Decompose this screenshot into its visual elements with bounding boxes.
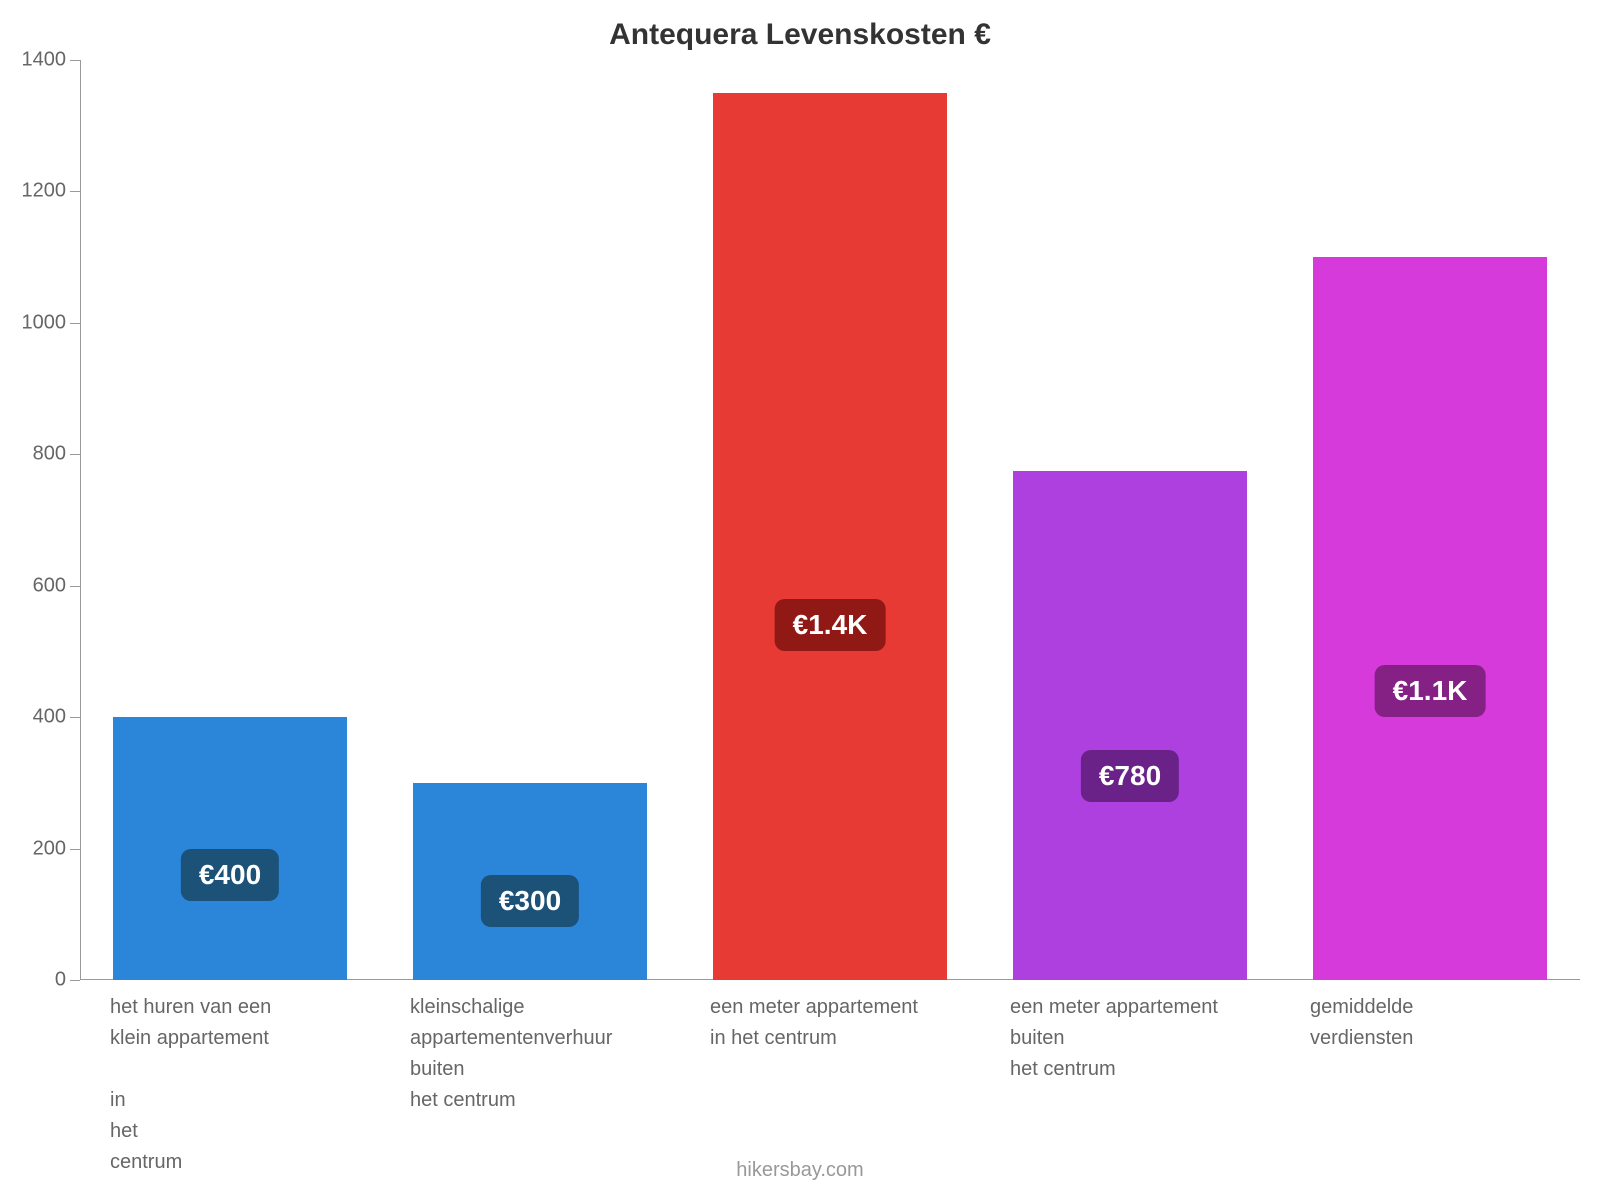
bar: €400 [113, 717, 347, 980]
y-tick [70, 454, 80, 455]
y-tick [70, 323, 80, 324]
bar-slot: €400 [80, 60, 380, 980]
x-axis-category-label: gemiddelde verdiensten [1310, 992, 1540, 1054]
bar-slot: €1.1K [1280, 60, 1580, 980]
y-tick-label: 800 [0, 443, 66, 466]
bar-slot: €780 [980, 60, 1280, 980]
cost-of-living-chart: Antequera Levenskosten € €400 €300 €1.4K €7… [0, 0, 1600, 1200]
y-tick-label: 0 [0, 969, 66, 992]
y-tick-label: 600 [0, 574, 66, 597]
x-axis-category-label: het huren van een klein appartement in h… [110, 992, 340, 1178]
y-tick [70, 717, 80, 718]
x-axis-category-label: een meter appartement buiten het centrum [1010, 992, 1240, 1085]
y-tick [70, 586, 80, 587]
bars-container: €400 €300 €1.4K €780 €1.1K [80, 60, 1580, 980]
y-tick-label: 1400 [0, 49, 66, 72]
y-tick [70, 980, 80, 981]
y-tick [70, 60, 80, 61]
bar: €1.1K [1313, 257, 1547, 980]
x-label-slot: een meter appartement in het centrum [680, 992, 980, 1178]
value-badge: €300 [481, 875, 579, 927]
bar: €780 [1013, 471, 1247, 980]
x-axis-labels: het huren van een klein appartement in h… [80, 992, 1580, 1178]
chart-footer-attribution: hikersbay.com [0, 1159, 1600, 1182]
value-badge: €400 [181, 849, 279, 901]
plot-area: €400 €300 €1.4K €780 €1.1K [80, 60, 1580, 980]
x-axis-category-label: een meter appartement in het centrum [710, 992, 940, 1054]
x-label-slot: gemiddelde verdiensten [1280, 992, 1580, 1178]
bar-slot: €300 [380, 60, 680, 980]
bar: €300 [413, 783, 647, 980]
value-badge: €1.1K [1375, 665, 1486, 717]
chart-title: Antequera Levenskosten € [0, 18, 1600, 52]
x-label-slot: een meter appartement buiten het centrum [980, 992, 1280, 1178]
value-badge: €1.4K [775, 599, 886, 651]
x-label-slot: kleinschalige appartementenverhuur buite… [380, 992, 680, 1178]
y-tick [70, 849, 80, 850]
bar-slot: €1.4K [680, 60, 980, 980]
bar: €1.4K [713, 93, 947, 980]
y-tick [70, 191, 80, 192]
y-tick-label: 400 [0, 706, 66, 729]
value-badge: €780 [1081, 750, 1179, 802]
x-axis-category-label: kleinschalige appartementenverhuur buite… [410, 992, 640, 1116]
x-label-slot: het huren van een klein appartement in h… [80, 992, 380, 1178]
y-tick-label: 1200 [0, 180, 66, 203]
y-tick-label: 200 [0, 837, 66, 860]
y-tick-label: 1000 [0, 311, 66, 334]
